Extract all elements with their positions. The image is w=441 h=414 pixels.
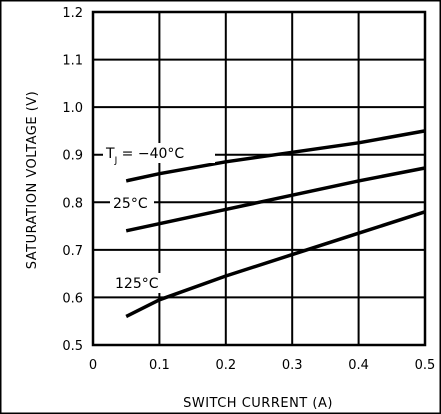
x-tick-label: 0 — [89, 358, 97, 373]
y-tick-label: 1.0 — [62, 101, 83, 116]
x-tick-label: 0.1 — [149, 358, 170, 373]
x-tick-label: 0.2 — [215, 358, 236, 373]
x-tick-labels: 0 0.1 0.2 0.3 0.4 0.5 — [89, 358, 435, 373]
x-axis-title: SWITCH CURRENT (A) — [183, 396, 333, 411]
series-label-bg — [103, 143, 215, 163]
x-tick-label: 0.5 — [415, 358, 436, 373]
series-lines — [125, 129, 426, 319]
y-tick-label: 0.8 — [62, 196, 83, 211]
series-label-1: 25°C — [113, 196, 148, 212]
y-tick-label: 1.1 — [62, 54, 83, 69]
y-tick-label: 1.2 — [62, 6, 83, 21]
series-labels: TJ = −40°C 25°C 125°C — [103, 143, 215, 293]
y-tick-labels: 0.5 0.6 0.7 0.8 0.9 1.0 1.1 1.2 — [62, 6, 83, 354]
series-label-bg — [112, 273, 165, 293]
series-line-1 — [125, 166, 426, 233]
grid — [92, 11, 426, 346]
plot-frame — [91, 10, 427, 347]
series-label-0: TJ = −40°C — [105, 146, 184, 166]
series-line-0 — [125, 129, 426, 183]
y-tick-label: 0.5 — [62, 339, 83, 354]
series-label-2: 125°C — [115, 276, 159, 292]
y-axis-title: SATURATION VOLTAGE (V) — [25, 91, 40, 270]
series-label-bg — [110, 193, 154, 213]
y-tick-label: 0.7 — [62, 244, 83, 259]
y-tick-label: 0.6 — [62, 291, 83, 306]
x-tick-label: 0.3 — [282, 358, 303, 373]
y-tick-label: 0.9 — [62, 149, 83, 164]
x-tick-label: 0.4 — [348, 358, 369, 373]
series-line-2 — [125, 210, 426, 319]
